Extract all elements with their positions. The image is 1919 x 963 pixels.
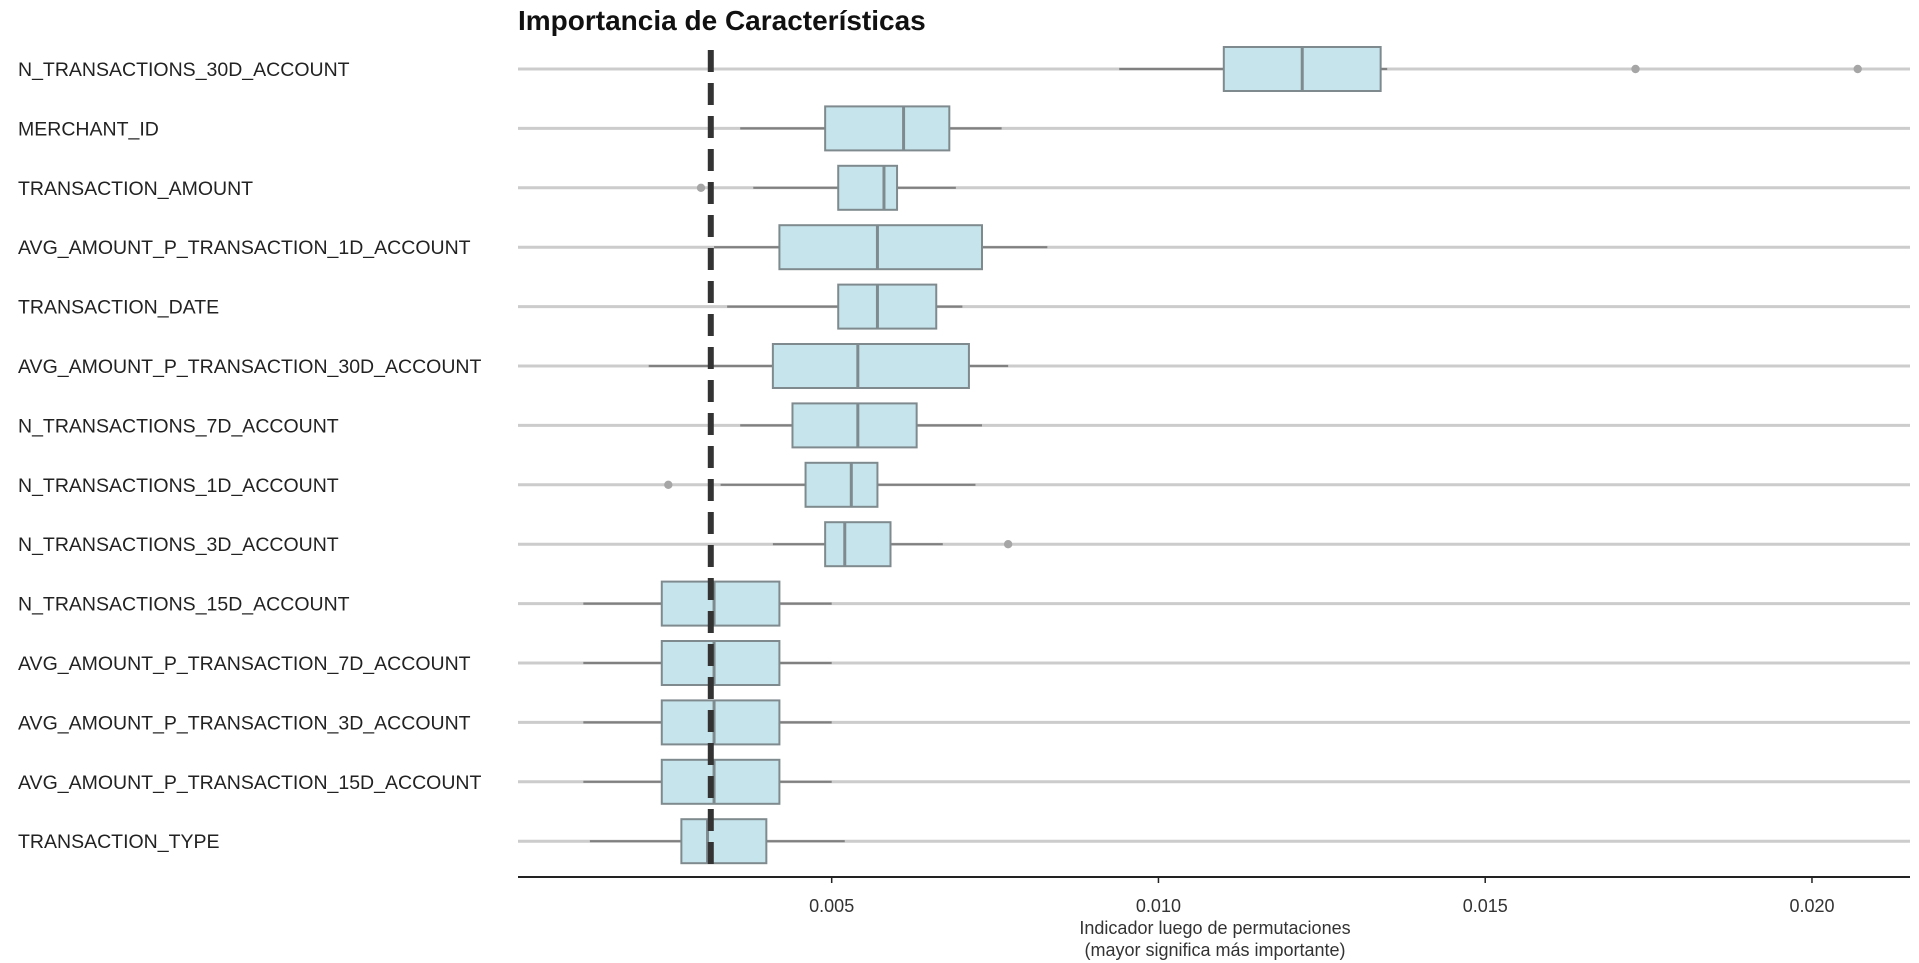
box-row: MERCHANT_ID [18,106,1910,150]
box-row: TRANSACTION_TYPE [18,819,1910,863]
box-row: AVG_AMOUNT_P_TRANSACTION_7D_ACCOUNT [18,641,1910,685]
box-row: N_TRANSACTIONS_30D_ACCOUNT [18,47,1910,91]
iqr-box [838,285,936,329]
x-tick-label: 0.005 [809,896,854,916]
x-tick-label: 0.015 [1463,896,1508,916]
outlier-point [664,481,672,489]
box-row: TRANSACTION_DATE [18,285,1910,329]
iqr-box [825,106,949,150]
x-tick-label: 0.010 [1136,896,1181,916]
iqr-box [779,225,982,269]
category-label: AVG_AMOUNT_P_TRANSACTION_30D_ACCOUNT [18,356,481,378]
box-row: TRANSACTION_AMOUNT [18,166,1910,210]
outlier-point [1854,65,1862,73]
iqr-box [662,700,780,744]
box-row: AVG_AMOUNT_P_TRANSACTION_30D_ACCOUNT [18,344,1910,388]
category-label: TRANSACTION_AMOUNT [18,178,253,200]
category-label: N_TRANSACTIONS_7D_ACCOUNT [18,415,339,437]
category-label: MERCHANT_ID [18,118,159,140]
outlier-point [1004,540,1012,548]
category-label: N_TRANSACTIONS_1D_ACCOUNT [18,475,339,497]
category-label: AVG_AMOUNT_P_TRANSACTION_1D_ACCOUNT [18,237,471,259]
box-row: AVG_AMOUNT_P_TRANSACTION_1D_ACCOUNT [18,225,1910,269]
category-label: N_TRANSACTIONS_30D_ACCOUNT [18,59,350,81]
box-row: N_TRANSACTIONS_1D_ACCOUNT [18,463,1910,507]
box-row: N_TRANSACTIONS_3D_ACCOUNT [18,522,1910,566]
rows-group: N_TRANSACTIONS_30D_ACCOUNT MERCHANT_ID TRA… [18,47,1910,863]
category-label: TRANSACTION_TYPE [18,831,220,853]
box-row: N_TRANSACTIONS_7D_ACCOUNT [18,403,1910,447]
iqr-box [681,819,766,863]
box-row: AVG_AMOUNT_P_TRANSACTION_3D_ACCOUNT [18,700,1910,744]
category-label: AVG_AMOUNT_P_TRANSACTION_3D_ACCOUNT [18,712,471,734]
category-label: N_TRANSACTIONS_3D_ACCOUNT [18,534,339,556]
category-label: AVG_AMOUNT_P_TRANSACTION_15D_ACCOUNT [18,772,481,794]
outlier-point [697,184,705,192]
iqr-box [773,344,969,388]
outlier-point [1631,65,1639,73]
x-axis-sublabel: (mayor significa más importante) [1084,940,1345,960]
x-axis-label: Indicador luego de permutaciones [1079,918,1350,938]
iqr-box [662,760,780,804]
iqr-box [662,641,780,685]
box-row: AVG_AMOUNT_P_TRANSACTION_15D_ACCOUNT [18,760,1910,804]
x-axis: 0.005 0.010 0.015 0.020 [518,877,1910,916]
iqr-box [825,522,890,566]
chart-title: Importancia de Características [518,5,926,36]
x-tick-label: 0.020 [1789,896,1834,916]
box-row: N_TRANSACTIONS_15D_ACCOUNT [18,582,1910,626]
iqr-box [662,582,780,626]
iqr-box [838,166,897,210]
iqr-box [792,403,916,447]
iqr-box [806,463,878,507]
category-label: N_TRANSACTIONS_15D_ACCOUNT [18,594,350,616]
category-label: TRANSACTION_DATE [18,297,219,319]
category-label: AVG_AMOUNT_P_TRANSACTION_7D_ACCOUNT [18,653,471,675]
